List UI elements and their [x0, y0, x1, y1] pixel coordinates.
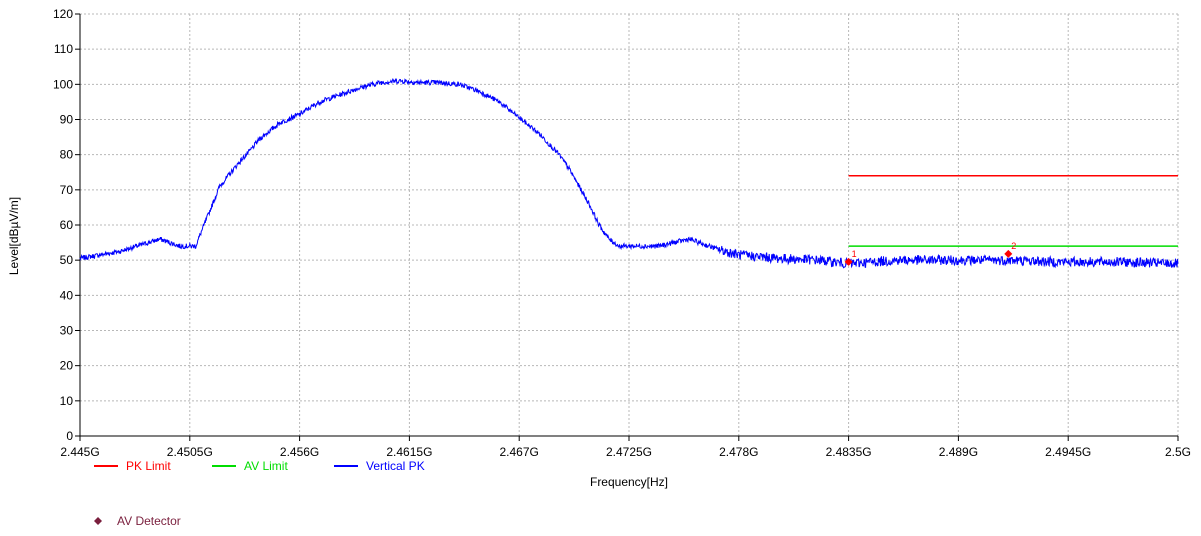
legend-label-av-limit: AV Limit	[244, 459, 288, 473]
tick-labels: 0 10 20 30 40 50 60 70 80 90 100 110 120 2.445G 2.4505…	[53, 7, 1191, 459]
x-tick-label-3: 2.4615G	[386, 445, 432, 459]
grid	[80, 13, 1179, 436]
y-axis-title: Level[dBµV/m]	[7, 197, 21, 275]
av-detector-marker-1	[844, 257, 853, 266]
x-tick-label-9: 2.4945G	[1045, 445, 1091, 459]
legend-label-av-detector: AV Detector	[117, 514, 181, 528]
series-line-vertical-pk	[79, 77, 1179, 269]
x-axis-title: Frequency[Hz]	[590, 475, 668, 489]
y-tick-label-80: 80	[60, 148, 74, 162]
y-tick-label-30: 30	[60, 324, 74, 338]
y-tick-label-10: 10	[60, 394, 74, 408]
y-tick-label-60: 60	[60, 218, 74, 232]
x-tick-label-7: 2.4835G	[826, 445, 872, 459]
markers: 12	[844, 241, 1016, 266]
av-detector-marker-label-2: 2	[1011, 241, 1016, 251]
x-tick-label-6: 2.478G	[719, 445, 758, 459]
y-tick-label-70: 70	[60, 183, 74, 197]
legend-label-vertical-pk: Vertical PK	[366, 459, 425, 473]
av-detector-marker-2	[1004, 249, 1013, 258]
legend: PK Limit AV Limit Vertical PK AV Detecto…	[94, 459, 425, 528]
x-tick-label-5: 2.4725G	[606, 445, 652, 459]
x-tick-label-1: 2.4505G	[167, 445, 213, 459]
legend-label-pk-limit: PK Limit	[126, 459, 171, 473]
av-detector-marker-label-1: 1	[852, 249, 857, 259]
y-tick-label-120: 120	[53, 7, 73, 21]
y-tick-label-40: 40	[60, 288, 74, 302]
x-tick-label-8: 2.489G	[939, 445, 978, 459]
y-tick-label-100: 100	[53, 77, 73, 91]
legend-swatch-av-detector	[94, 517, 102, 525]
x-tick-label-2: 2.456G	[280, 445, 319, 459]
x-tick-label-10: 2.5G	[1165, 445, 1191, 459]
y-tick-label-50: 50	[60, 253, 74, 267]
y-tick-label-110: 110	[54, 42, 73, 56]
y-tick-label-20: 20	[60, 359, 74, 373]
x-tick-label-0: 2.445G	[60, 445, 99, 459]
axes	[75, 13, 1179, 441]
y-tick-label-0: 0	[66, 429, 73, 443]
y-tick-label-90: 90	[60, 113, 74, 127]
series	[79, 77, 1179, 269]
x-tick-label-4: 2.467G	[500, 445, 539, 459]
